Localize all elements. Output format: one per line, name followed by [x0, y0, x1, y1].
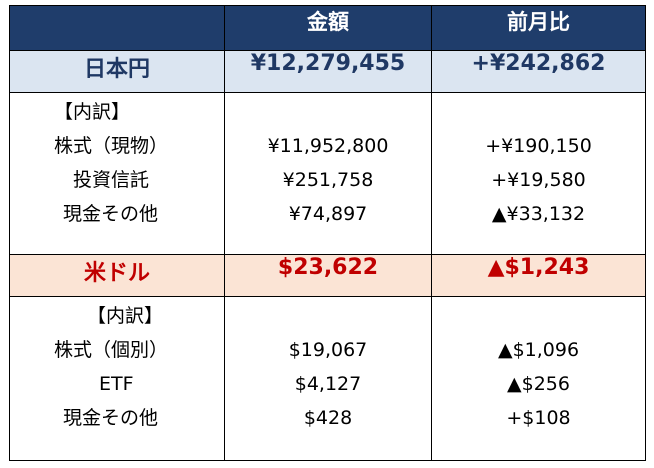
- jpy-item-amount: ¥74,897: [288, 203, 368, 226]
- header-empty-cell: [9, 5, 225, 51]
- usd-item-amount: $19,067: [288, 338, 368, 361]
- jpy-item-change: +¥190,150: [485, 135, 592, 158]
- usd-item-change: ▲$1,096: [497, 338, 580, 361]
- jpy-change: +¥242,862: [431, 50, 646, 94]
- blank-line: [225, 299, 431, 333]
- header-amount: 金額: [224, 5, 432, 51]
- usd-label: 米ドル: [9, 253, 225, 297]
- usd-total-row: 米ドル $23,622 ▲$1,243: [9, 253, 646, 297]
- jpy-total: ¥12,279,455: [224, 50, 432, 94]
- jpy-breakdown: 【内訳】 株式（現物） 投資信託 現金その他 ¥11,952,800 ¥251,…: [9, 92, 646, 255]
- usd-total: $23,622: [224, 253, 432, 297]
- jpy-item-amount: ¥251,758: [282, 169, 374, 192]
- usd-item-label: 株式（個別）: [54, 338, 169, 361]
- jpy-item-label: 現金その他: [63, 203, 159, 226]
- jpy-label: 日本円: [9, 50, 225, 94]
- usd-item-change: +$108: [506, 406, 571, 429]
- jpy-total-row: 日本円 ¥12,279,455 +¥242,862: [9, 50, 646, 94]
- header-change: 前月比: [431, 5, 646, 51]
- usd-change: ▲$1,243: [431, 253, 646, 297]
- jpy-item-change: +¥19,580: [491, 169, 586, 192]
- asset-summary-table: 金額 前月比 日本円 ¥12,279,455 +¥242,862 【内訳】 株式…: [9, 5, 646, 461]
- jpy-item-label: 投資信託: [73, 169, 150, 192]
- jpy-item-change: ▲¥33,132: [491, 203, 586, 226]
- usd-breakdown: 【内訳】 株式（個別） ETF 現金その他 $19,067 $4,127 $42…: [9, 296, 646, 461]
- header-row: 金額 前月比: [9, 5, 646, 51]
- jpy-item-label: 株式（現物）: [54, 135, 169, 158]
- usd-item-amount: $428: [303, 406, 353, 429]
- blank-line: [225, 95, 431, 129]
- jpy-breakdown-heading: 【内訳】: [54, 101, 131, 124]
- usd-item-label: ETF: [99, 372, 134, 395]
- usd-item-amount: $4,127: [294, 372, 362, 395]
- jpy-item-amount: ¥11,952,800: [267, 135, 389, 158]
- usd-item-label: 現金その他: [63, 406, 159, 429]
- blank-line: [432, 95, 645, 129]
- blank-line: [432, 299, 645, 333]
- usd-item-change: ▲$256: [507, 372, 570, 395]
- usd-breakdown-heading: 【内訳】: [87, 304, 164, 327]
